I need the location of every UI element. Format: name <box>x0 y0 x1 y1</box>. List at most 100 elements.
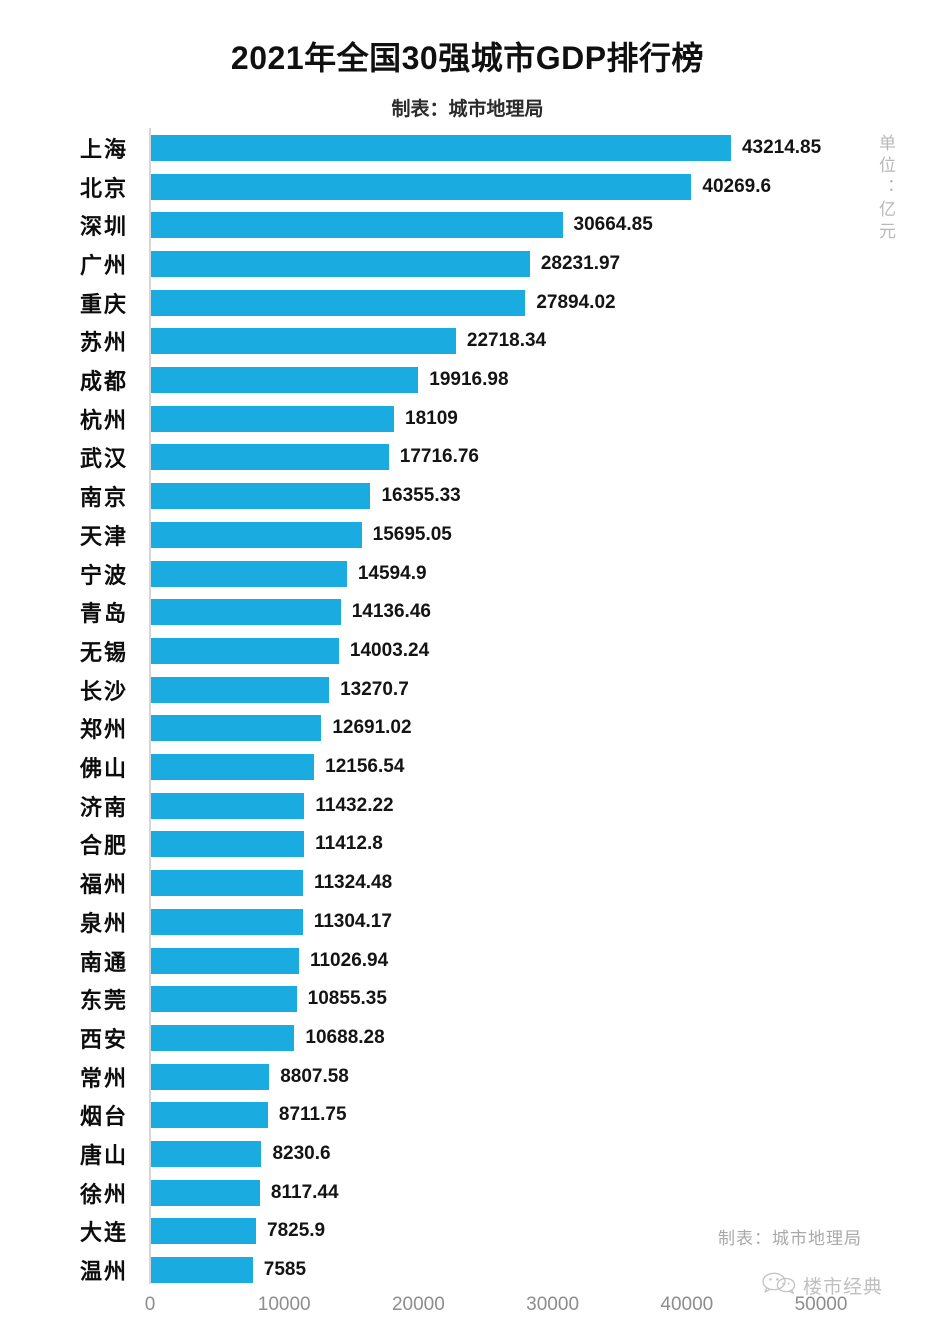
bar-wrapper: 11026.94 <box>151 947 388 974</box>
bar-wrapper: 8807.58 <box>151 1063 349 1090</box>
category-label: 武汉 <box>79 446 128 472</box>
unit-label: 单位：亿元 <box>876 134 895 244</box>
bar-row: 南京 16355.33 <box>0 477 935 516</box>
bar-value-label: 18109 <box>405 407 458 429</box>
bar-wrapper: 14136.46 <box>151 599 431 626</box>
bar-row: 杭州 18109 <box>0 399 935 438</box>
bar <box>151 405 395 432</box>
bar-value-label: 17716.76 <box>399 446 479 468</box>
bar-wrapper: 43214.85 <box>151 134 822 161</box>
bar-value-label: 8230.6 <box>272 1143 331 1165</box>
bar <box>151 637 339 664</box>
bar-value-label: 14003.24 <box>349 639 430 661</box>
bar-wrapper: 40269.6 <box>151 173 771 200</box>
category-label: 唐山 <box>79 1143 128 1169</box>
bar <box>151 1141 262 1168</box>
bar-wrapper: 12156.54 <box>151 754 405 781</box>
bar-value-label: 12156.54 <box>325 756 405 778</box>
bar <box>151 792 305 819</box>
bar-value-label: 13270.7 <box>340 678 409 700</box>
bar-wrapper: 13270.7 <box>151 676 409 703</box>
bar-value-label: 43214.85 <box>741 136 822 158</box>
category-label: 长沙 <box>79 678 128 704</box>
category-label: 广州 <box>79 252 128 278</box>
category-label: 南通 <box>79 949 128 975</box>
bar <box>151 1024 295 1051</box>
watermark: 楼市经典 <box>762 1272 883 1299</box>
bar-row: 青岛 14136.46 <box>0 593 935 632</box>
bar-value-label: 14136.46 <box>351 601 431 623</box>
bar-wrapper: 28231.97 <box>151 250 620 277</box>
bar-value-label: 27894.02 <box>536 291 616 313</box>
x-axis-tick: 0 <box>144 1294 156 1315</box>
bar <box>151 908 303 935</box>
bar-row: 郑州 12691.02 <box>0 709 935 748</box>
bar <box>151 560 347 587</box>
bar-row: 合肥 11412.8 <box>0 825 935 864</box>
bar-value-label: 22718.34 <box>466 330 547 352</box>
bar-value-label: 11304.17 <box>313 910 392 932</box>
bar-value-label: 7825.9 <box>267 1220 326 1242</box>
category-label: 宁波 <box>79 562 128 588</box>
bar-row: 天津 15695.05 <box>0 516 935 555</box>
bar-row: 长沙 13270.7 <box>0 670 935 709</box>
bar <box>151 521 362 548</box>
category-label: 北京 <box>79 175 128 201</box>
bar <box>151 289 526 316</box>
category-label: 东莞 <box>79 988 128 1014</box>
bar-row: 常州 8807.58 <box>0 1057 935 1096</box>
category-label: 大连 <box>79 1220 128 1246</box>
category-label: 徐州 <box>79 1181 128 1207</box>
bar-wrapper: 19916.98 <box>151 367 509 394</box>
category-label: 深圳 <box>79 214 128 240</box>
category-label: 无锡 <box>79 639 128 665</box>
category-label: 烟台 <box>79 1104 128 1130</box>
chart-subtitle: 制表：城市地理局 <box>391 99 544 120</box>
bar-wrapper: 12691.02 <box>151 715 412 742</box>
bar <box>151 173 692 200</box>
bar <box>151 367 419 394</box>
bar-value-label: 16355.33 <box>381 485 461 507</box>
bar <box>151 870 303 897</box>
bar <box>151 134 731 161</box>
category-label: 成都 <box>79 369 128 395</box>
bar-row: 佛山 12156.54 <box>0 748 935 787</box>
bar-wrapper: 16355.33 <box>151 483 461 510</box>
bar-value-label: 8711.75 <box>278 1104 347 1126</box>
bar-row: 济南 11432.22 <box>0 786 935 825</box>
bar-row: 温州 7585 <box>0 1251 935 1290</box>
bar-row: 武汉 17716.76 <box>0 438 935 477</box>
bar-wrapper: 11412.8 <box>151 831 383 858</box>
category-label: 天津 <box>79 523 128 549</box>
bar-row: 东莞 10855.35 <box>0 980 935 1019</box>
bar-value-label: 30664.85 <box>573 214 653 236</box>
bar <box>151 831 305 858</box>
y-axis-line <box>149 128 151 1284</box>
category-label: 常州 <box>79 1065 128 1091</box>
bar <box>151 947 299 974</box>
bar-row: 西安 10688.28 <box>0 1019 935 1058</box>
bar <box>151 212 563 239</box>
category-label: 南京 <box>79 485 128 511</box>
bar-wrapper: 27894.02 <box>151 289 616 316</box>
category-label: 福州 <box>79 872 128 898</box>
bar <box>151 715 322 742</box>
bar-value-label: 7585 <box>263 1259 307 1281</box>
bar-wrapper: 10855.35 <box>151 986 387 1013</box>
bar-wrapper: 18109 <box>151 405 458 432</box>
bar-row: 福州 11324.48 <box>0 864 935 903</box>
bar-wrapper: 14594.9 <box>151 560 427 587</box>
x-axis-tick: 10000 <box>257 1294 311 1315</box>
bar-wrapper: 7585 <box>151 1257 307 1284</box>
category-label: 杭州 <box>79 407 128 433</box>
category-label: 佛山 <box>79 756 128 782</box>
x-axis-tick: 30000 <box>526 1294 580 1315</box>
bar-wrapper: 14003.24 <box>151 637 430 664</box>
bar-row: 重庆 27894.02 <box>0 283 935 322</box>
bar-value-label: 11412.8 <box>315 833 383 855</box>
bar <box>151 1063 270 1090</box>
x-axis-tick: 20000 <box>391 1294 445 1315</box>
bar-wrapper: 22718.34 <box>151 328 547 355</box>
bar-row: 泉州 11304.17 <box>0 903 935 942</box>
bar <box>151 599 341 626</box>
